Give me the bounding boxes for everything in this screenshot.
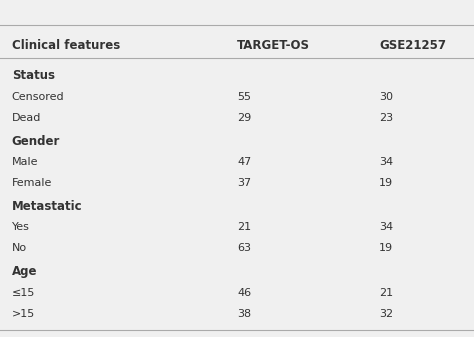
Text: 34: 34 — [379, 157, 393, 167]
Text: No: No — [12, 243, 27, 253]
Text: Status: Status — [12, 69, 55, 82]
Text: 32: 32 — [379, 309, 393, 319]
Text: 38: 38 — [237, 309, 251, 319]
Text: 30: 30 — [379, 92, 393, 102]
Text: Yes: Yes — [12, 222, 30, 233]
Text: 21: 21 — [237, 222, 251, 233]
Text: ≤15: ≤15 — [12, 288, 35, 298]
Text: Female: Female — [12, 178, 52, 188]
Text: Age: Age — [12, 266, 37, 278]
Text: 19: 19 — [379, 178, 393, 188]
Text: 23: 23 — [379, 113, 393, 123]
Text: Metastatic: Metastatic — [12, 200, 82, 213]
Text: Male: Male — [12, 157, 38, 167]
Text: 63: 63 — [237, 243, 251, 253]
Text: 34: 34 — [379, 222, 393, 233]
Text: Censored: Censored — [12, 92, 64, 102]
Text: 47: 47 — [237, 157, 251, 167]
Text: >15: >15 — [12, 309, 35, 319]
Text: 19: 19 — [379, 243, 393, 253]
Text: Dead: Dead — [12, 113, 41, 123]
Text: TARGET-OS: TARGET-OS — [237, 39, 310, 52]
Text: GSE21257: GSE21257 — [379, 39, 446, 52]
Text: 21: 21 — [379, 288, 393, 298]
Text: 29: 29 — [237, 113, 251, 123]
Text: 55: 55 — [237, 92, 251, 102]
Text: 46: 46 — [237, 288, 251, 298]
Text: 37: 37 — [237, 178, 251, 188]
Text: Clinical features: Clinical features — [12, 39, 120, 52]
Text: Gender: Gender — [12, 135, 60, 148]
